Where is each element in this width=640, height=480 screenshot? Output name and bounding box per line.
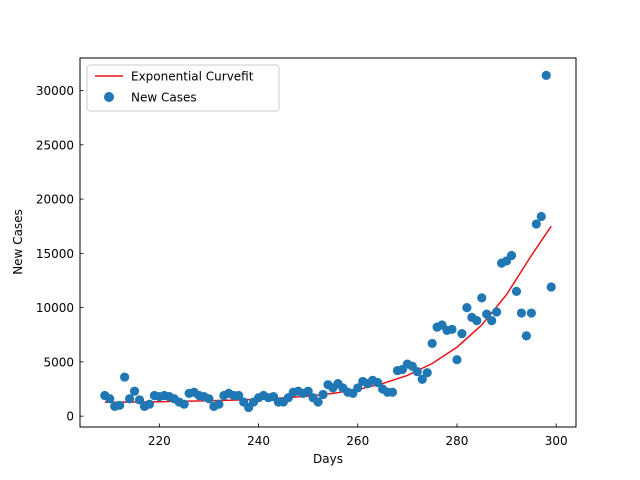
legend: Exponential Curvefit New Cases <box>86 64 280 112</box>
data-point <box>492 307 502 317</box>
data-point <box>303 386 313 396</box>
data-point <box>120 372 130 382</box>
data-point <box>457 329 467 339</box>
data-point <box>387 387 398 397</box>
x-tick-label: 260 <box>346 434 369 448</box>
data-point <box>373 377 383 388</box>
x-tick-label: 220 <box>148 434 171 448</box>
data-point <box>462 303 472 313</box>
data-point <box>129 386 140 396</box>
y-tick-label: 15000 <box>36 247 74 261</box>
x-axis-title: Days <box>313 452 343 466</box>
axes-frame <box>79 57 577 428</box>
data-point <box>353 383 363 393</box>
data-point <box>105 394 115 404</box>
data-point <box>313 397 323 407</box>
data-point <box>318 389 328 400</box>
data-point <box>516 308 527 318</box>
data-point <box>204 394 214 404</box>
y-tick-label: 25000 <box>36 138 74 152</box>
plot-area <box>100 70 556 413</box>
y-tick-label: 20000 <box>36 193 74 207</box>
data-point <box>447 324 457 334</box>
data-point <box>541 70 551 80</box>
y-tick-label: 5000 <box>43 355 74 369</box>
x-tick-label: 280 <box>446 434 469 448</box>
data-point <box>214 399 224 409</box>
data-point <box>531 219 541 229</box>
y-axis-title: New Cases <box>11 209 25 275</box>
data-point <box>134 395 145 405</box>
legend-label-new-cases: New Cases <box>131 91 197 105</box>
data-point <box>506 250 517 261</box>
data-point <box>536 211 546 222</box>
data-point <box>115 400 125 410</box>
data-point <box>422 368 432 378</box>
data-point <box>511 286 522 296</box>
data-point <box>526 308 536 318</box>
x-tick-label: 300 <box>545 434 568 448</box>
data-point <box>482 309 492 319</box>
data-point <box>472 316 482 326</box>
axis-ticks: 220 240 260 280 300 0 5000 10000 15000 20000 25000… <box>36 84 568 448</box>
data-point <box>179 399 189 409</box>
x-tick-label: 240 <box>247 434 270 448</box>
data-point <box>452 355 462 365</box>
legend-scatter-marker <box>104 92 114 102</box>
legend-label-curvefit: Exponential Curvefit <box>131 70 254 84</box>
y-tick-label: 10000 <box>36 301 74 315</box>
data-point <box>125 394 135 404</box>
data-point <box>477 293 487 303</box>
data-point <box>521 331 532 341</box>
data-point <box>427 338 437 349</box>
data-point <box>546 282 556 292</box>
data-point <box>144 399 155 409</box>
legend-box <box>86 64 280 112</box>
data-point <box>487 316 497 326</box>
data-point <box>234 390 244 401</box>
data-point <box>417 374 427 384</box>
y-tick-label: 0 <box>66 410 74 424</box>
y-tick-label: 30000 <box>36 84 74 98</box>
data-point <box>412 367 422 377</box>
